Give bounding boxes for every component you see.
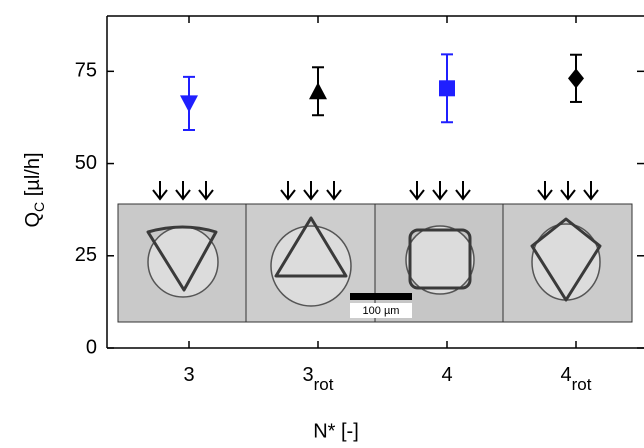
x-label-sub: rot bbox=[572, 375, 592, 394]
arrow bbox=[281, 181, 341, 199]
x-label-base: 3 bbox=[303, 364, 314, 386]
scale-bar-label: 100 µm bbox=[363, 305, 400, 317]
scale-bar bbox=[350, 293, 412, 300]
x-label-base: 4 bbox=[561, 364, 572, 386]
marker bbox=[309, 82, 327, 99]
droplet bbox=[406, 226, 474, 294]
arrow bbox=[153, 181, 213, 199]
x-tick-label: 4 bbox=[441, 364, 452, 386]
page: 100 µm N* [-] QC [µl/h] 025507533rot44ro… bbox=[0, 0, 644, 448]
y-label-rest: [µl/h] bbox=[22, 152, 44, 201]
y-label-sub: C bbox=[31, 202, 47, 212]
x-label-sub: rot bbox=[314, 375, 334, 394]
y-tick-label: 75 bbox=[75, 60, 97, 82]
y-tick-label: 25 bbox=[75, 244, 97, 266]
arrow bbox=[538, 181, 598, 199]
inset-images: 100 µm bbox=[118, 181, 632, 322]
marker bbox=[568, 68, 584, 88]
x-label-base: 3 bbox=[183, 364, 194, 386]
arrows bbox=[153, 181, 598, 199]
y-tick-label: 0 bbox=[86, 336, 97, 358]
x-tick-label: 3rot bbox=[303, 364, 334, 394]
y-axis-label: QC [µl/h] bbox=[22, 152, 46, 227]
marker bbox=[439, 80, 455, 96]
y-tick-label: 50 bbox=[75, 152, 97, 174]
x-axis-label: N* [-] bbox=[313, 420, 359, 442]
x-label-base: 4 bbox=[441, 364, 452, 386]
x-tick-label: 4rot bbox=[561, 364, 592, 394]
marker bbox=[180, 95, 198, 112]
arrow bbox=[410, 181, 470, 199]
y-label-base: Q bbox=[22, 212, 44, 228]
chart: 100 µm N* [-] QC [µl/h] 025507533rot44ro… bbox=[0, 0, 644, 448]
x-tick-label: 3 bbox=[183, 364, 194, 386]
